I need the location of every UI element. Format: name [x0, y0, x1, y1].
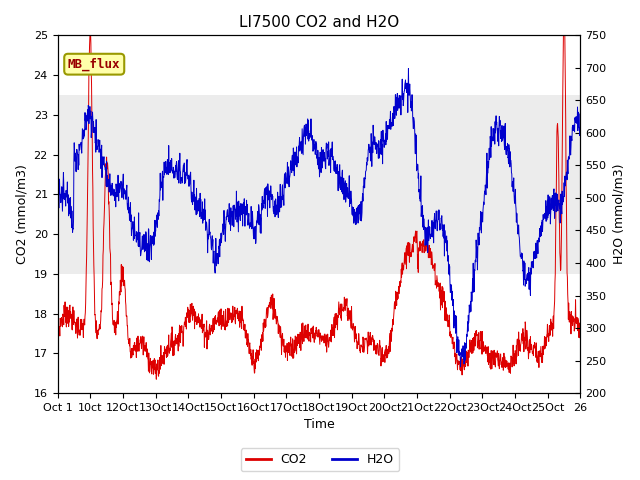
Y-axis label: CO2 (mmol/m3): CO2 (mmol/m3)	[15, 164, 28, 264]
X-axis label: Time: Time	[303, 419, 334, 432]
Title: LI7500 CO2 and H2O: LI7500 CO2 and H2O	[239, 15, 399, 30]
Y-axis label: H2O (mmol/m3): H2O (mmol/m3)	[612, 164, 625, 264]
Legend: CO2, H2O: CO2, H2O	[241, 448, 399, 471]
Text: MB_flux: MB_flux	[68, 58, 120, 71]
Bar	[58, 95, 580, 274]
